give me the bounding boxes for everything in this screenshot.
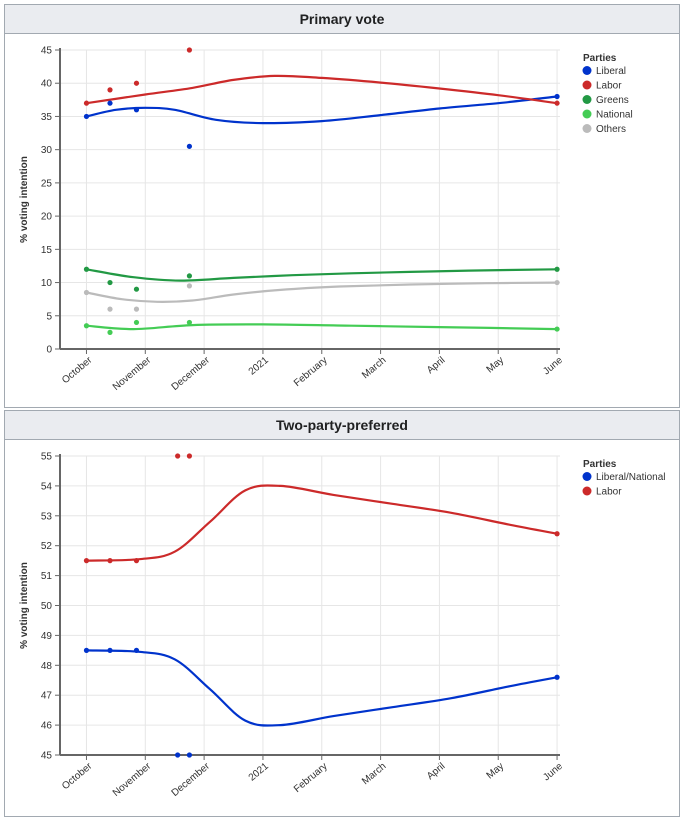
y-tick-label: 10 xyxy=(41,278,53,289)
y-tick-label: 50 xyxy=(41,601,53,612)
trend-line-greens xyxy=(86,268,558,282)
chart-title: Primary vote xyxy=(5,5,679,34)
legend-swatch xyxy=(582,66,592,75)
y-tick-label: 45 xyxy=(41,46,53,57)
y-tick-label: 30 xyxy=(41,145,53,156)
data-point-liberal xyxy=(554,93,560,100)
legend-swatch xyxy=(582,124,592,133)
data-point-national xyxy=(133,319,140,326)
data-point-labor xyxy=(83,100,90,106)
data-point-others xyxy=(83,289,90,296)
data-point-liberal xyxy=(133,107,140,113)
y-tick-label: 48 xyxy=(41,661,53,672)
data-point-national xyxy=(83,323,90,329)
plot-background xyxy=(10,36,642,406)
data-point-others xyxy=(107,306,113,312)
y-tick-label: 45 xyxy=(41,751,53,762)
y-tick-label: 53 xyxy=(41,511,53,522)
y-tick-label: 51 xyxy=(41,571,53,582)
data-point-labor xyxy=(133,558,140,564)
primary-vote-panel: Primary vote 0 5 10 15 20 25 30 35 40 45 October No… xyxy=(4,4,680,408)
y-tick-label: 49 xyxy=(41,631,53,642)
data-point-national xyxy=(107,329,113,335)
data-point-labor xyxy=(107,87,113,93)
data-point-national xyxy=(186,319,193,326)
legend-swatch xyxy=(582,486,592,496)
data-point-liberal-national xyxy=(175,752,181,758)
legend-swatch xyxy=(582,472,592,481)
y-tick-label: 54 xyxy=(41,481,53,492)
y-tick-label: 55 xyxy=(41,452,53,463)
data-point-liberal-national xyxy=(554,674,560,680)
legend-label: Labor xyxy=(596,487,622,498)
legend-title: Parties xyxy=(583,459,617,470)
trend-line-liberal-national xyxy=(86,649,558,727)
data-point-national xyxy=(554,326,560,332)
legend-label: Labor xyxy=(596,81,622,92)
y-tick-label: 35 xyxy=(41,112,53,123)
y-tick-label: 5 xyxy=(46,311,52,322)
trend-line-others xyxy=(86,281,558,303)
y-tick-label: 20 xyxy=(41,212,53,223)
y-tick-label: 46 xyxy=(41,721,53,732)
data-point-greens xyxy=(107,279,113,286)
y-axis-title: % voting intention xyxy=(19,562,30,649)
y-tick-label: 25 xyxy=(41,178,53,189)
y-tick-label: 0 xyxy=(46,345,52,356)
y-tick-label: 15 xyxy=(41,245,53,256)
legend-label: Liberal/National xyxy=(596,472,666,483)
data-point-liberal-national xyxy=(186,752,193,758)
data-point-labor xyxy=(186,47,193,53)
data-point-labor xyxy=(186,453,193,459)
y-tick-label: 52 xyxy=(41,541,53,552)
data-point-labor xyxy=(83,558,90,564)
data-point-others xyxy=(186,283,193,289)
data-point-greens xyxy=(83,266,90,272)
trend-line-labor xyxy=(86,484,558,562)
data-point-liberal-national xyxy=(133,647,140,653)
data-point-labor xyxy=(175,453,181,459)
y-tick-label: 47 xyxy=(41,691,53,702)
legend-swatch xyxy=(582,109,592,119)
plot-background xyxy=(10,442,642,812)
data-point-liberal-national xyxy=(107,647,113,653)
legend-label: Liberal xyxy=(596,66,626,77)
legend-label: Others xyxy=(596,124,626,135)
y-tick-label: 40 xyxy=(41,79,53,90)
data-point-labor xyxy=(554,531,560,537)
trend-line-labor xyxy=(86,74,558,105)
data-point-labor xyxy=(133,80,140,86)
data-point-liberal xyxy=(83,113,90,120)
data-point-labor xyxy=(107,558,113,564)
chart-title: Two-party-preferred xyxy=(5,411,679,440)
data-point-liberal xyxy=(107,100,113,106)
data-point-greens xyxy=(133,286,140,292)
legend-label: Greens xyxy=(596,95,629,106)
legend-swatch xyxy=(582,95,592,104)
data-point-labor xyxy=(554,100,560,106)
data-point-others xyxy=(133,306,140,312)
legend-swatch xyxy=(582,80,592,90)
two-party-preferred-panel: Two-party-preferred 45 46 47 48 49 50 51 52 53 54… xyxy=(4,410,680,817)
legend-title: Parties xyxy=(583,53,617,64)
y-axis-title: % voting intention xyxy=(19,156,30,243)
data-point-liberal xyxy=(186,143,193,149)
data-point-greens xyxy=(554,266,560,272)
data-point-others xyxy=(554,279,560,286)
data-point-liberal-national xyxy=(83,647,90,653)
legend-label: National xyxy=(596,110,633,121)
trend-line-national xyxy=(86,323,558,331)
data-point-greens xyxy=(186,273,193,279)
